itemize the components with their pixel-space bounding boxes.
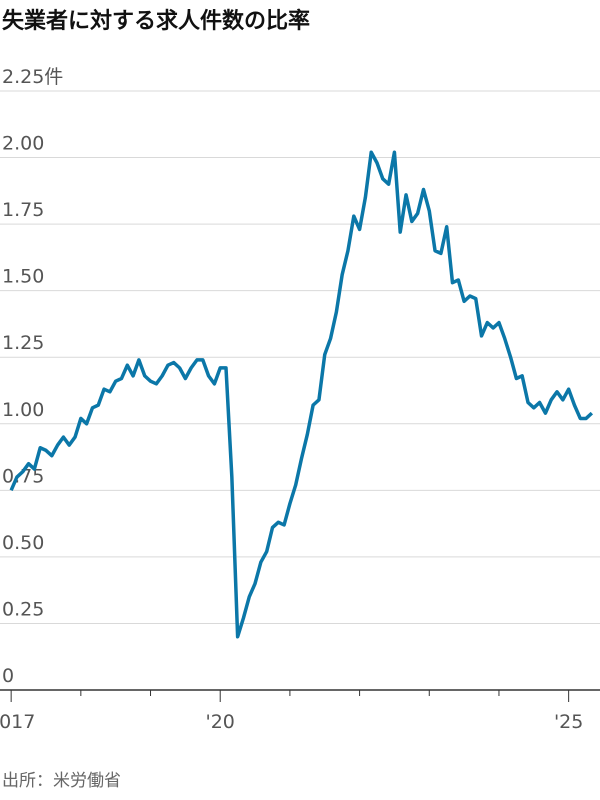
- y-tick-label: 2.00: [2, 133, 44, 155]
- y-tick-label: 1.25: [2, 332, 44, 354]
- y-tick-label: 1.00: [2, 399, 44, 421]
- y-tick-label: 1.50: [2, 266, 44, 288]
- y-tick-label: 0: [2, 665, 14, 687]
- x-tick-label: '25: [554, 711, 583, 733]
- y-tick-label: 0.75: [2, 465, 44, 487]
- y-tick-label: 0.50: [2, 532, 44, 554]
- chart-title: 失業者に対する求人件数の比率: [2, 8, 310, 34]
- x-tick-label: '20: [206, 711, 235, 733]
- y-tick-label: 2.25件: [2, 66, 63, 88]
- data-line: [9, 150, 594, 639]
- y-tick-label: 0.25: [2, 598, 44, 620]
- y-tick-label: 1.75: [2, 199, 44, 221]
- x-tick-label: 2017: [0, 711, 35, 733]
- source: 出所：米労働省: [2, 771, 121, 791]
